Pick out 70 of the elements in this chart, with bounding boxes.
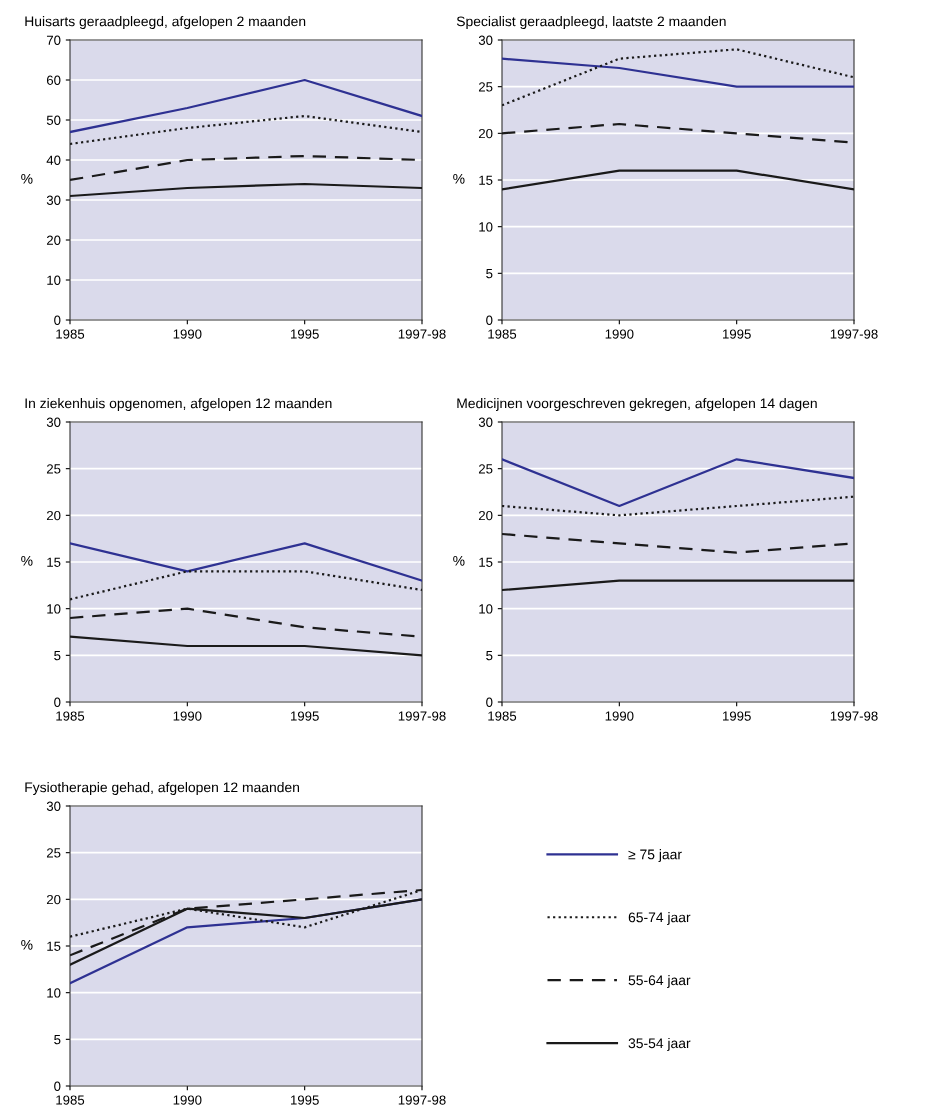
x-tick-label: 1990 [173, 329, 202, 339]
x-tick-label: 1995 [291, 711, 319, 721]
x-tick-label: 1985 [56, 1095, 85, 1105]
y-tick-label: 0 [486, 697, 493, 707]
x-tick-label: 1985 [488, 329, 517, 339]
x-tick-label: 1985 [488, 711, 517, 721]
chart-title: Huisarts geraadpleegd, afgelopen 2 maanden [25, 16, 306, 29]
y-tick-label: 20 [478, 128, 493, 139]
y-tick-label: 20 [46, 894, 61, 905]
y-axis-title: % [21, 555, 33, 566]
y-tick-label: 10 [47, 604, 61, 614]
y-tick-label: 5 [486, 269, 493, 279]
y-tick-label: 10 [479, 222, 493, 232]
x-tick-label: 1990 [605, 329, 634, 339]
x-tick-label: 1990 [173, 711, 202, 721]
y-tick-label: 0 [54, 315, 61, 325]
y-tick-label: 20 [46, 235, 61, 245]
y-tick-label: 15 [479, 557, 493, 567]
y-tick-label: 30 [46, 801, 61, 811]
y-axis-title: % [21, 173, 33, 184]
legend-label: ≥ 75 jaar [628, 849, 682, 863]
chart-title: In ziekenhuis opgenomen, afgelopen 12 maanden [25, 398, 332, 411]
chart-title: Specialist geraadpleegd, laatste 2 maanden [456, 16, 726, 29]
y-tick-label: 15 [47, 557, 61, 567]
x-tick-label: 1985 [56, 711, 85, 721]
y-tick-label: 50 [46, 115, 61, 125]
y-tick-label: 40 [46, 155, 61, 165]
y-tick-label: 70 [46, 35, 61, 45]
y-tick-label: 25 [478, 82, 493, 92]
y-tick-label: 10 [47, 988, 61, 998]
y-tick-label: 0 [54, 1081, 61, 1091]
x-tick-label: 1995 [291, 329, 319, 339]
y-tick-label: 25 [46, 848, 61, 858]
x-tick-label: 1997-98 [830, 329, 878, 339]
y-tick-label: 15 [47, 941, 61, 951]
x-tick-label: 1997-98 [398, 1095, 446, 1105]
y-tick-label: 20 [478, 510, 493, 521]
y-axis-title: % [453, 555, 465, 566]
x-tick-label: 1995 [723, 329, 751, 339]
x-tick-label: 1995 [291, 1095, 319, 1105]
y-tick-label: 0 [486, 315, 493, 325]
y-tick-label: 5 [54, 1035, 61, 1045]
y-tick-label: 60 [46, 75, 61, 85]
y-tick-label: 30 [46, 195, 61, 205]
legend-label: 35-54 jaar [628, 1037, 691, 1051]
y-tick-label: 15 [479, 175, 493, 185]
y-tick-label: 30 [478, 35, 493, 45]
y-tick-label: 30 [478, 417, 493, 427]
y-tick-label: 10 [47, 275, 61, 285]
x-tick-label: 1997-98 [398, 329, 446, 339]
legend-label: 55-64 jaar [628, 975, 691, 988]
y-tick-label: 10 [479, 604, 493, 614]
y-tick-label: 30 [46, 417, 61, 427]
chart-title: Medicijnen voorgeschreven gekregen, afgelopen 14 dagen [457, 398, 817, 411]
y-axis-title: % [21, 939, 33, 950]
y-tick-label: 5 [486, 651, 493, 661]
x-tick-label: 1990 [173, 1095, 202, 1105]
x-tick-label: 1997-98 [398, 711, 446, 721]
y-tick-label: 25 [478, 464, 493, 474]
chart-title: Fysiotherapie gehad, afgelopen 12 maanden [25, 782, 300, 795]
y-tick-label: 25 [46, 464, 61, 474]
x-tick-label: 1997-98 [830, 711, 878, 721]
y-tick-label: 0 [54, 697, 61, 707]
y-tick-label: 20 [46, 510, 61, 521]
legend-label: 65-74 jaar [628, 912, 691, 925]
y-tick-label: 5 [54, 651, 61, 661]
x-tick-label: 1990 [605, 711, 634, 721]
y-axis-title: % [453, 173, 465, 184]
x-tick-label: 1985 [56, 329, 85, 339]
x-tick-label: 1995 [723, 711, 751, 721]
